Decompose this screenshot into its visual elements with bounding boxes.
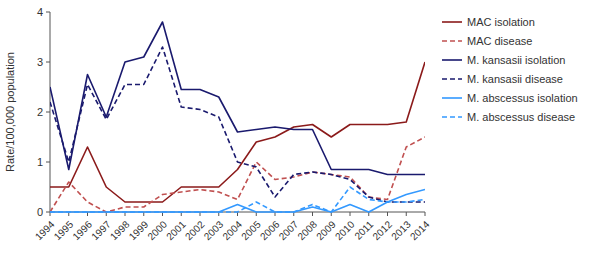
- x-tick-label: 2010: [333, 218, 357, 242]
- y-tick-label: 4: [37, 6, 43, 18]
- x-tick-label: 2008: [295, 218, 319, 242]
- x-tick: [312, 212, 313, 216]
- series-line: [50, 137, 425, 212]
- axes: 0123419941995199619971998199920002001200…: [33, 6, 432, 243]
- legend-label: M. abscessus isolation: [467, 92, 578, 104]
- x-tick-label: 2002: [183, 218, 207, 242]
- chart: 0123419941995199619971998199920002001200…: [0, 0, 600, 258]
- y-tick-label: 2: [37, 106, 43, 118]
- legend-swatch: [442, 97, 462, 99]
- x-tick: [406, 212, 407, 216]
- legend-label: MAC isolation: [467, 16, 535, 28]
- x-tick-label: 2009: [314, 218, 338, 242]
- x-tick-label: 1994: [33, 218, 57, 242]
- x-tick-label: 1997: [89, 218, 113, 242]
- y-tick-label: 1: [37, 156, 43, 168]
- x-tick-label: 2005: [239, 218, 263, 242]
- plot-area: [50, 22, 425, 212]
- x-tick-label: 2001: [164, 218, 188, 242]
- legend-swatch: [442, 21, 462, 23]
- x-tick-label: 1995: [52, 218, 76, 242]
- x-tick-label: 2003: [202, 218, 226, 242]
- x-tick-label: 1996: [70, 218, 94, 242]
- legend-label: M. kansasii isolation: [467, 54, 565, 66]
- legend: MAC isolation MAC disease M. kansasii isol…: [442, 16, 578, 123]
- x-tick-label: 2004: [220, 218, 244, 242]
- x-tick-label: 2006: [258, 218, 282, 242]
- y-tick: [46, 112, 50, 113]
- x-tick-label: 2014: [408, 218, 432, 242]
- x-tick: [387, 212, 388, 216]
- x-tick-label: 1999: [127, 218, 151, 242]
- legend-swatch: [442, 116, 462, 118]
- series-line: [50, 187, 425, 212]
- x-tick-label: 2012: [370, 218, 394, 242]
- y-tick: [46, 212, 50, 213]
- legend-label: M. kansasii disease: [467, 73, 563, 85]
- x-tick: [425, 212, 426, 216]
- series-line: [50, 47, 425, 202]
- legend-swatch: [442, 59, 462, 61]
- series-line: [50, 190, 425, 213]
- legend-label: MAC disease: [467, 35, 532, 47]
- legend-label: M. abscessus disease: [467, 111, 575, 123]
- x-tick-label: 1998: [108, 218, 132, 242]
- y-tick-label: 3: [37, 56, 43, 68]
- x-tick-label: 2000: [145, 218, 169, 242]
- x-tick-label: 2007: [277, 218, 301, 242]
- y-tick: [46, 62, 50, 63]
- series-line: [50, 22, 425, 175]
- x-tick: [350, 212, 351, 216]
- y-tick-label: 0: [37, 206, 43, 218]
- y-tick: [46, 12, 50, 13]
- legend-swatch: [442, 78, 462, 80]
- y-tick: [46, 162, 50, 163]
- x-tick-label: 2011: [352, 218, 375, 241]
- x-tick-label: 2013: [389, 218, 413, 242]
- legend-swatch: [442, 40, 462, 42]
- y-axis-label: Rate/100,000 population: [4, 52, 16, 172]
